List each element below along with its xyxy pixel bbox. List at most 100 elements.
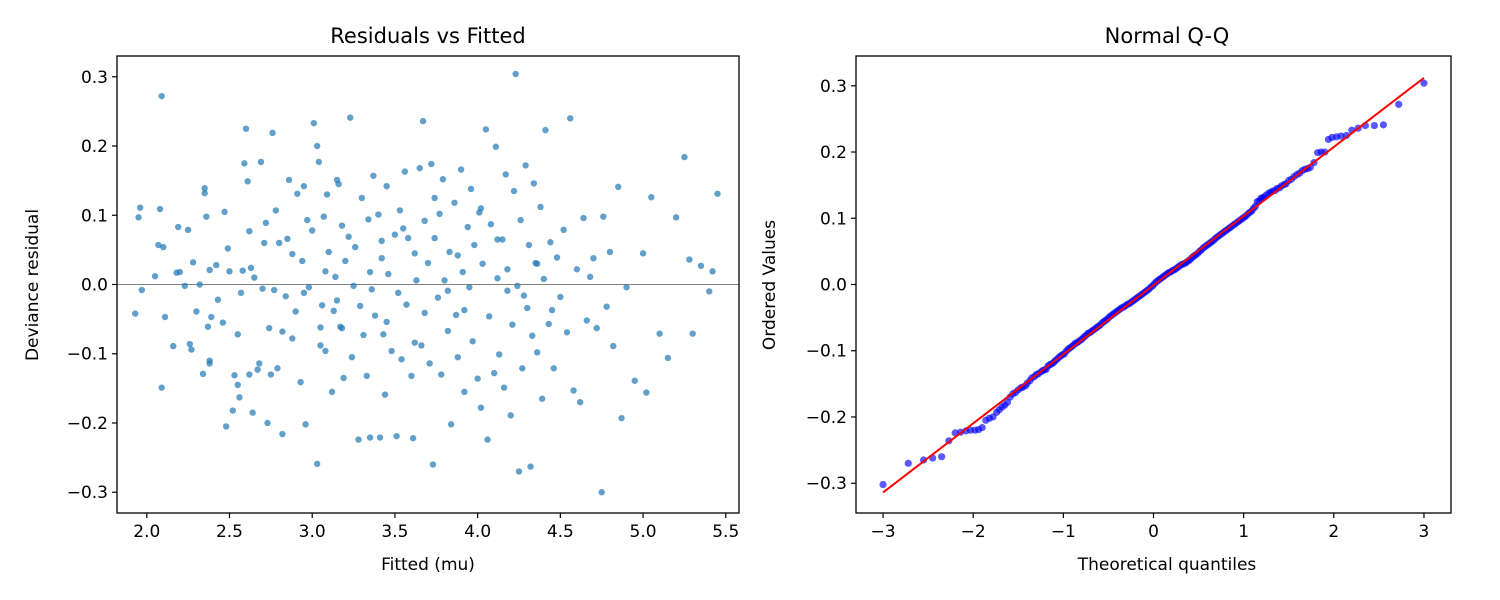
- scatter-point: [573, 266, 581, 273]
- scatter-point: [365, 216, 372, 223]
- x-tick-label: 4.0: [464, 522, 491, 542]
- scatter-point: [567, 115, 574, 122]
- scatter-point: [381, 391, 389, 398]
- scatter-point: [938, 453, 946, 461]
- scatter-point: [161, 313, 169, 321]
- scatter-point: [689, 330, 696, 337]
- scatter-point: [451, 199, 458, 206]
- axis-ticks-layer: 2.0 2.5 3.0 3.5 4.0 4.5 5.0 5.5 −0.3 −0.2 −0.1 0.0 0…: [67, 68, 740, 542]
- scatter-point: [538, 395, 546, 402]
- scatter-point: [648, 194, 655, 201]
- scatter-point: [477, 205, 485, 212]
- scatter-point: [300, 182, 308, 190]
- scatter-point: [548, 306, 556, 314]
- scatter-point: [482, 126, 490, 133]
- scatter-point: [380, 331, 387, 338]
- scatter-point: [259, 285, 266, 292]
- scatter-point: [242, 125, 250, 132]
- scatter-point: [391, 231, 399, 238]
- scatter-point: [204, 323, 212, 330]
- scatter-point: [429, 461, 437, 468]
- scatter-point: [188, 346, 195, 353]
- scatter-point: [305, 284, 313, 291]
- scatter-point: [199, 370, 207, 378]
- scatter-point: [272, 207, 280, 214]
- scatter-point: [510, 187, 518, 195]
- scatter-point: [138, 286, 146, 294]
- scatter-point: [428, 160, 435, 168]
- scatter-point: [706, 288, 713, 295]
- scatter-point: [452, 311, 460, 319]
- scatter-point: [201, 189, 208, 197]
- scatter-point: [529, 332, 536, 339]
- x-tick-label: 4.5: [547, 522, 574, 542]
- scatter-point: [274, 365, 281, 372]
- scatter-point: [525, 241, 533, 249]
- x-tick-label: 1: [1238, 522, 1249, 542]
- scatter-point: [504, 266, 511, 273]
- scatter-point: [224, 245, 232, 252]
- scatter-point: [181, 282, 189, 290]
- scatter-point: [330, 307, 337, 315]
- scatter-point: [507, 412, 514, 419]
- scatter-point: [267, 371, 275, 378]
- scatter-point: [398, 356, 405, 363]
- y-tick-label: −0.1: [806, 342, 847, 362]
- scatter-point: [494, 275, 501, 282]
- scatter-point: [237, 289, 245, 297]
- scatter-point: [347, 114, 354, 121]
- scatter-point: [401, 168, 409, 175]
- scatter-point: [509, 321, 516, 328]
- axis-ticks-layer: −3 −2 −1 0 1 2 3 −0.3 −0.2 −0.1 0.0 0.1 0.2 0.3: [806, 77, 1430, 542]
- scatter-point: [247, 264, 255, 272]
- y-tick-label: 0.3: [81, 68, 108, 88]
- scatter-point: [302, 421, 309, 428]
- scatter-point: [236, 394, 243, 401]
- scatter-point: [342, 257, 349, 265]
- scatter-point: [206, 360, 213, 367]
- scatter-point: [378, 254, 385, 262]
- scatter-point: [388, 347, 395, 355]
- scatter-point: [441, 277, 448, 284]
- scatter-point: [519, 365, 526, 372]
- scatter-point: [241, 160, 248, 167]
- scatter-point: [292, 308, 299, 315]
- scatter-point: [282, 293, 289, 300]
- y-tick-label: 0.2: [820, 143, 847, 163]
- chart-title: Normal Q-Q: [1105, 24, 1230, 48]
- scatter-point: [310, 119, 318, 127]
- x-tick-label: −1: [1051, 522, 1076, 542]
- scatter-point: [1342, 131, 1351, 140]
- scatter-point: [208, 313, 215, 321]
- scatter-point: [244, 178, 251, 185]
- scatter-point: [393, 432, 400, 440]
- scatter-point: [542, 126, 549, 134]
- y-tick-label: −0.1: [67, 345, 108, 365]
- scatter-point: [294, 190, 301, 197]
- scatter-point: [246, 371, 253, 378]
- scatter-point: [370, 172, 377, 179]
- x-tick-label: −2: [961, 522, 986, 542]
- scatter-point: [325, 248, 332, 256]
- scatter-point: [586, 273, 594, 281]
- scatter-point: [332, 273, 339, 281]
- scatter-point: [333, 297, 341, 304]
- scatter-point: [530, 180, 538, 187]
- scatter-point: [289, 250, 296, 258]
- scatter-point: [514, 282, 521, 290]
- scatter-point: [264, 419, 271, 427]
- scatter-point: [363, 372, 370, 380]
- scatter-point: [284, 235, 291, 242]
- scatter-point: [479, 260, 486, 267]
- x-tick-label: 3.5: [381, 522, 408, 542]
- scatter-point: [550, 365, 557, 372]
- scatter-point: [151, 272, 159, 280]
- scatter-point: [317, 342, 324, 349]
- scatter-point: [459, 268, 466, 276]
- scatter-point: [350, 282, 357, 290]
- scatter-point: [366, 434, 374, 441]
- x-tick-label: 3: [1419, 522, 1430, 542]
- scatter-point: [434, 294, 442, 301]
- scatter-points-layer: [879, 77, 1428, 494]
